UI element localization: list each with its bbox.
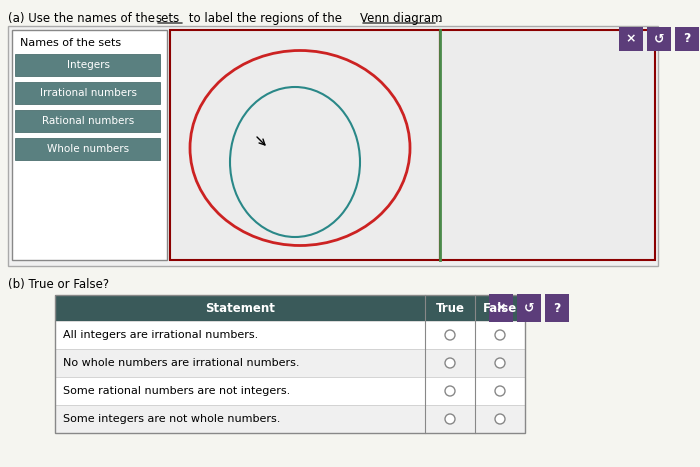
Text: ?: ? (553, 302, 561, 314)
Text: ×: × (626, 33, 636, 45)
FancyBboxPatch shape (619, 27, 643, 51)
Text: No whole numbers are irrational numbers.: No whole numbers are irrational numbers. (63, 358, 300, 368)
FancyBboxPatch shape (489, 294, 513, 322)
Text: All integers are irrational numbers.: All integers are irrational numbers. (63, 330, 258, 340)
FancyBboxPatch shape (12, 30, 167, 260)
FancyBboxPatch shape (15, 138, 160, 160)
Circle shape (495, 414, 505, 424)
FancyBboxPatch shape (545, 294, 569, 322)
FancyBboxPatch shape (440, 30, 655, 260)
Circle shape (495, 358, 505, 368)
Circle shape (495, 330, 505, 340)
Text: Venn diagram: Venn diagram (360, 12, 442, 25)
Circle shape (445, 358, 455, 368)
Text: sets: sets (155, 12, 179, 25)
Text: ?: ? (683, 33, 691, 45)
FancyBboxPatch shape (55, 377, 525, 405)
Text: ×: × (496, 302, 506, 314)
Text: Some integers are not whole numbers.: Some integers are not whole numbers. (63, 414, 281, 424)
Text: Irrational numbers: Irrational numbers (39, 88, 136, 98)
Text: Statement: Statement (205, 302, 275, 314)
Text: True: True (435, 302, 465, 314)
Text: Rational numbers: Rational numbers (42, 116, 134, 126)
FancyBboxPatch shape (675, 27, 699, 51)
Text: to label the regions of the: to label the regions of the (185, 12, 346, 25)
Circle shape (445, 330, 455, 340)
Text: ↺: ↺ (524, 302, 534, 314)
Text: Names of the sets: Names of the sets (20, 38, 121, 48)
Text: Integers: Integers (66, 60, 109, 70)
FancyBboxPatch shape (55, 349, 525, 377)
FancyBboxPatch shape (55, 321, 525, 349)
FancyBboxPatch shape (15, 54, 160, 76)
FancyBboxPatch shape (517, 294, 541, 322)
Text: .: . (438, 12, 442, 25)
Text: ↺: ↺ (654, 33, 664, 45)
Text: Some rational numbers are not integers.: Some rational numbers are not integers. (63, 386, 290, 396)
FancyBboxPatch shape (15, 82, 160, 104)
FancyBboxPatch shape (647, 27, 671, 51)
Text: Whole numbers: Whole numbers (47, 144, 129, 154)
FancyBboxPatch shape (8, 26, 658, 266)
Text: (a) Use the names of the: (a) Use the names of the (8, 12, 159, 25)
FancyBboxPatch shape (15, 110, 160, 132)
Circle shape (445, 386, 455, 396)
Text: False: False (483, 302, 517, 314)
Circle shape (495, 386, 505, 396)
FancyBboxPatch shape (170, 30, 440, 260)
Text: (b) True or False?: (b) True or False? (8, 278, 109, 291)
FancyBboxPatch shape (55, 405, 525, 433)
FancyBboxPatch shape (55, 295, 525, 321)
Circle shape (445, 414, 455, 424)
